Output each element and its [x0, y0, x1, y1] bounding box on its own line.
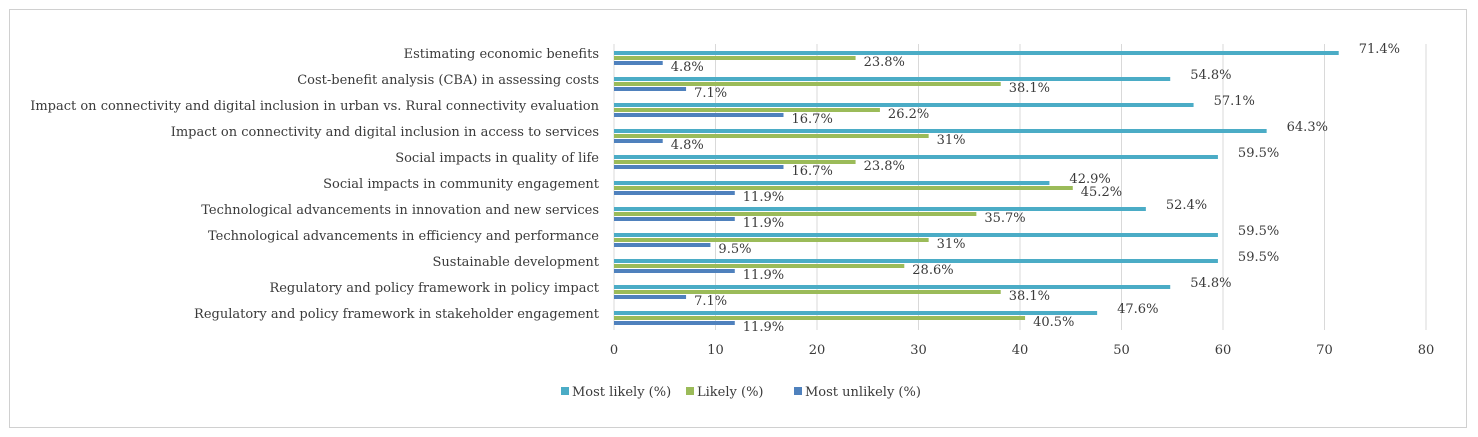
legend: Most likely (%) Likely (%) Most unlikely (…: [561, 385, 921, 400]
bars: [614, 51, 1339, 325]
bar: [614, 113, 784, 117]
data-label: 23.8%: [864, 55, 905, 70]
data-label: 38.1%: [1009, 81, 1050, 96]
bar: [614, 155, 1218, 159]
legend-label: Most unlikely (%): [805, 385, 921, 400]
data-label: 45.2%: [1081, 185, 1122, 200]
data-label: 42.9%: [1069, 172, 1110, 187]
bar: [614, 238, 929, 242]
data-label: 11.9%: [743, 268, 784, 283]
legend-swatch: [561, 387, 569, 395]
x-tick-label: 40: [1012, 343, 1029, 358]
data-label: 35.7%: [984, 211, 1025, 226]
data-label: 31%: [937, 237, 966, 252]
legend-swatch: [686, 387, 694, 395]
bar: [614, 243, 711, 247]
bar: [614, 259, 1218, 263]
bar: [614, 61, 663, 65]
bar: [614, 290, 1001, 294]
data-label: 54.8%: [1190, 276, 1231, 291]
bar: [614, 87, 687, 91]
category-label: Sustainable development: [433, 255, 600, 270]
x-tick-label: 80: [1418, 343, 1435, 358]
category-label: Technological advancements in innovation…: [201, 203, 599, 218]
data-label: 52.4%: [1166, 198, 1207, 213]
data-label: 16.7%: [792, 112, 833, 127]
data-label: 59.5%: [1238, 224, 1279, 239]
bar: [614, 212, 977, 216]
data-label: 31%: [937, 133, 966, 148]
bar: [614, 51, 1339, 55]
bar: [614, 233, 1218, 237]
category-label: Regulatory and policy framework in stake…: [194, 307, 600, 322]
data-label: 23.8%: [864, 159, 905, 174]
legend-label: Most likely (%): [572, 385, 671, 400]
bar: [614, 129, 1267, 133]
data-label: 26.2%: [888, 107, 929, 122]
bar: [614, 181, 1050, 185]
bar: [614, 56, 856, 60]
bar: [614, 82, 1001, 86]
legend-swatch: [794, 387, 802, 395]
bar: [614, 285, 1171, 289]
data-label: 64.3%: [1287, 120, 1328, 135]
gridlines: [613, 44, 1427, 330]
data-label: 11.9%: [743, 320, 784, 335]
bar: [614, 321, 735, 325]
data-label: 7.1%: [694, 86, 727, 101]
x-tick-label: 0: [610, 343, 618, 358]
bar: [614, 264, 905, 268]
data-label: 38.1%: [1009, 289, 1050, 304]
category-label: Regulatory and policy framework in polic…: [269, 281, 599, 296]
data-label: 40.5%: [1033, 315, 1074, 330]
data-label: 4.8%: [671, 60, 704, 75]
legend-label: Likely (%): [697, 385, 764, 400]
x-tick-label: 10: [707, 343, 724, 358]
x-tick-label: 20: [809, 343, 826, 358]
bar: [614, 103, 1194, 107]
data-label: 47.6%: [1117, 302, 1158, 317]
data-label: 57.1%: [1214, 94, 1255, 109]
category-label: Social impacts in community engagement: [323, 177, 600, 192]
data-labels: 71.4% 23.8% 4.8% 54.8% 38.1% 7.1% 57.1% 26.2% 16…: [671, 42, 1400, 335]
category-label: Impact on connectivity and digital inclu…: [30, 99, 599, 114]
data-label: 11.9%: [743, 190, 784, 205]
bar: [614, 160, 856, 164]
data-label: 4.8%: [671, 138, 704, 153]
bar: [614, 316, 1026, 320]
data-label: 59.5%: [1238, 250, 1279, 265]
bar: [614, 77, 1171, 81]
data-label: 71.4%: [1359, 42, 1400, 57]
bar: [614, 108, 880, 112]
category-label: Cost-benefit analysis (CBA) in assessing…: [297, 73, 599, 88]
bar: [614, 165, 784, 169]
data-label: 54.8%: [1190, 68, 1231, 83]
data-label: 16.7%: [792, 164, 833, 179]
bar: [614, 139, 663, 143]
data-label: 59.5%: [1238, 146, 1279, 161]
bar: [614, 186, 1073, 190]
bar: [614, 311, 1098, 315]
bar: [614, 191, 735, 195]
x-tick-label: 50: [1113, 343, 1130, 358]
category-label: Social impacts in quality of life: [395, 151, 599, 166]
category-labels: Estimating economic benefits Cost-benefit…: [30, 47, 600, 322]
data-label: 11.9%: [743, 216, 784, 231]
bar: [614, 207, 1146, 211]
x-tick-labels: 0 10 20 30 40 50 60 70 80: [610, 343, 1434, 358]
bar: [614, 295, 687, 299]
bar: [614, 269, 735, 273]
x-tick-label: 70: [1316, 343, 1333, 358]
data-label: 7.1%: [694, 294, 727, 309]
category-label: Impact on connectivity and digital inclu…: [171, 125, 599, 140]
x-tick-label: 30: [910, 343, 927, 358]
bar: [614, 217, 735, 221]
data-label: 28.6%: [912, 263, 953, 278]
data-label: 9.5%: [718, 242, 751, 257]
category-label: Technological advancements in efficiency…: [208, 229, 599, 244]
bar: [614, 134, 929, 138]
category-label: Estimating economic benefits: [404, 47, 599, 62]
x-tick-label: 60: [1215, 343, 1232, 358]
